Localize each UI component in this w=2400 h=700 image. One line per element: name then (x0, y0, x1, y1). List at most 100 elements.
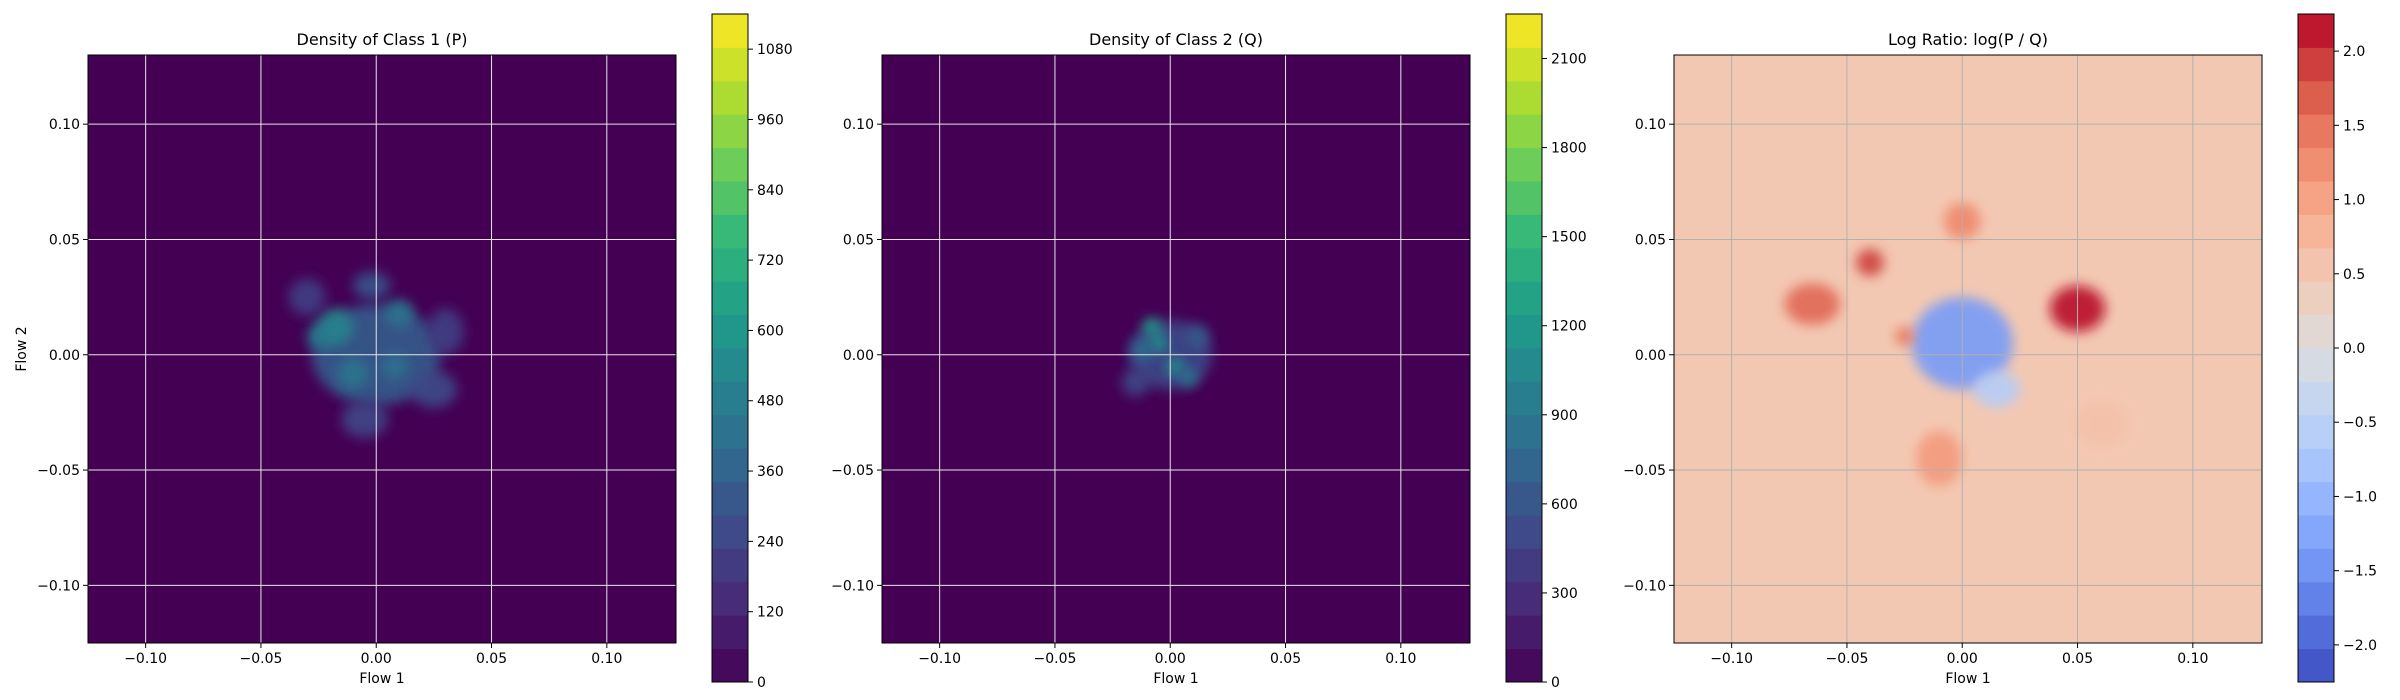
colorbar-level (712, 214, 748, 249)
colorbar-level (712, 648, 748, 682)
colorbar-tick-label: 300 (1551, 586, 1578, 602)
colorbar-level (2298, 281, 2334, 316)
density-hotspot (1856, 248, 1884, 277)
colorbar-level (2298, 314, 2334, 349)
density-hotspot (1784, 283, 1841, 325)
colorbar-level (2298, 414, 2334, 449)
colorbar-level (1506, 448, 1542, 483)
y-tick-label: 0.05 (49, 232, 80, 248)
density-hotspot (1186, 324, 1210, 348)
y-tick-label: −0.05 (1623, 463, 1666, 479)
colorbar-tick-label: 120 (757, 605, 784, 621)
x-axis-label: Flow 1 (359, 671, 404, 687)
x-tick-label: 0.05 (476, 651, 507, 667)
colorbar-tick-label: 1800 (1551, 141, 1587, 157)
colorbar-tick-label: 900 (1551, 408, 1578, 424)
colorbar-level (2298, 181, 2334, 215)
colorbar-level (712, 581, 748, 616)
colorbar-tick-label: 840 (757, 183, 784, 199)
density-hotspot (1916, 430, 1963, 487)
colorbar-level (1506, 47, 1542, 82)
y-tick-label: −0.10 (831, 578, 874, 594)
colorbar-level (2298, 548, 2334, 583)
density-hotspot (1179, 368, 1198, 388)
plot-frame (881, 54, 1471, 644)
colorbar-tick-labels: −2.0 −1.5 −1.0 −0.5 0.0 0.5 1.0 1.5 2.0 (2334, 44, 2377, 654)
density-hotspot (1149, 334, 1168, 353)
colorbar-level (2298, 581, 2334, 616)
colorbar-level (1506, 181, 1542, 215)
colorbar-tick-label: 1.5 (2343, 118, 2365, 134)
y-tick-label: 0.10 (1635, 117, 1666, 133)
colorbar-level (712, 281, 748, 316)
colorbar-tick-label: −1.0 (2343, 489, 2377, 505)
colorbar-level (1506, 381, 1542, 416)
colorbar-level (712, 247, 748, 282)
panel-title: Density of Class 1 (P) (297, 30, 468, 49)
colorbar-level (712, 147, 748, 182)
x-tick-label: 0.05 (2062, 651, 2093, 667)
colorbar-level (1506, 515, 1542, 549)
colorbar-tick-label: 600 (1551, 497, 1578, 513)
colorbar-level (1506, 548, 1542, 583)
panel-title: Density of Class 2 (Q) (1089, 30, 1263, 49)
x-axis-label: Flow 1 (1153, 671, 1198, 687)
density-hotspot (1973, 370, 2020, 408)
panel-class2-density: Density of Class 2 (Q) −0.10 −0.05 0.00 0.0… (831, 13, 1587, 691)
colorbar-level (1506, 247, 1542, 282)
y-axis-label: Flow 2 (14, 326, 30, 371)
panel-class1-density: Density of Class 1 (P) −0.10 −0.05 0.00 0.0… (14, 13, 793, 691)
colorbar-level (712, 181, 748, 215)
density-hotspot (1131, 338, 1155, 362)
colorbar-level (2298, 214, 2334, 249)
colorbar-tick-label: 600 (757, 323, 784, 339)
colorbar-level (1506, 14, 1542, 48)
colorbar-tick-labels: 0 120 240 360 480 600 720 840 960 1080 (748, 42, 793, 691)
colorbar-level (1506, 414, 1542, 449)
colorbar-level (2298, 14, 2334, 48)
x-tick-label: 0.00 (361, 651, 392, 667)
colorbar-tick-label: 1500 (1551, 230, 1587, 246)
colorbar-level (2298, 147, 2334, 182)
y-tick-label: 0.05 (1635, 232, 1666, 248)
colorbar-level (1506, 314, 1542, 349)
colorbar-level (712, 481, 748, 516)
colorbar-frame (711, 13, 749, 683)
colorbar-level (1506, 281, 1542, 316)
x-tick-label: −0.10 (124, 651, 167, 667)
colorbar-level (2298, 481, 2334, 516)
heatmap-plot-area (882, 55, 1470, 643)
colorbar-level (2298, 348, 2334, 382)
colorbar-tick-label: −2.0 (2343, 638, 2377, 654)
colorbar-tick-label: 1.0 (2343, 193, 2365, 209)
density-hotspot (426, 308, 464, 355)
y-tick-label: −0.10 (1623, 578, 1666, 594)
x-tick-labels: −0.10 −0.05 0.00 0.05 0.10 (918, 643, 1416, 667)
y-tick-label: 0.05 (843, 232, 874, 248)
colorbar-level (712, 548, 748, 583)
colorbar-tick-label: 1200 (1551, 319, 1587, 335)
colorbar-level (712, 615, 748, 650)
plot-frame (87, 54, 677, 644)
colorbar-level (2298, 615, 2334, 650)
colorbar-level (2298, 648, 2334, 682)
density-hotspot (1142, 317, 1162, 337)
colorbar-level (712, 114, 748, 149)
colorbar-level (712, 448, 748, 483)
colorbar-level (1506, 615, 1542, 650)
density-hotspot (2072, 400, 2129, 447)
y-tick-label: −0.05 (37, 463, 80, 479)
x-tick-label: 0.00 (1947, 651, 1978, 667)
colorbar-level (2298, 247, 2334, 282)
colorbar-level (2298, 515, 2334, 549)
density-hotspot (380, 352, 409, 381)
plot-frame (1673, 54, 2263, 644)
colorbar-level (2298, 80, 2334, 115)
colorbar-level (712, 515, 748, 549)
colorbar-level (1506, 581, 1542, 616)
colorbar-level (1506, 114, 1542, 149)
density-hotspot (288, 278, 326, 316)
colorbar-tick-label: −0.5 (2343, 415, 2377, 431)
y-tick-label: 0.10 (843, 117, 874, 133)
colorbar-level (712, 348, 748, 382)
